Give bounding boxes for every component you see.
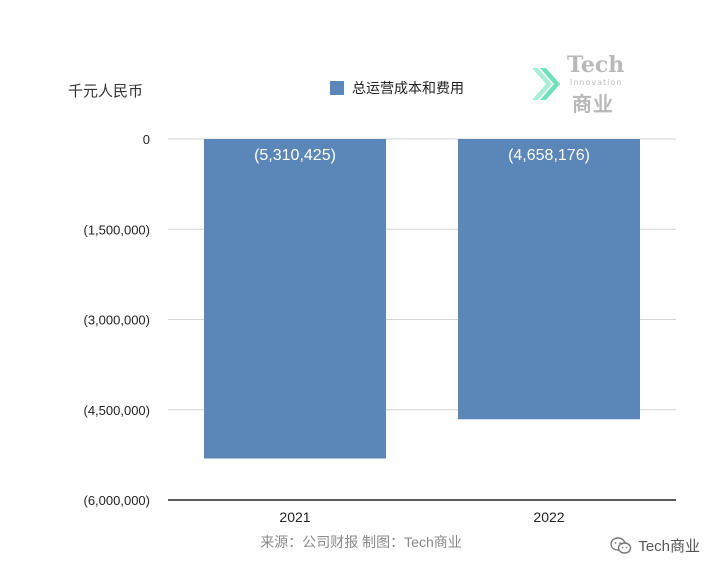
y-tick-label: (3,000,000) bbox=[84, 313, 151, 328]
legend: 总运营成本和费用 bbox=[330, 78, 464, 98]
wechat-icon bbox=[610, 536, 632, 554]
bar bbox=[204, 139, 386, 459]
x-tick-label: 2022 bbox=[533, 509, 564, 525]
wechat-watermark: Tech商业 bbox=[610, 535, 700, 556]
logo-cn: 商业 bbox=[572, 92, 614, 116]
legend-label: 总运营成本和费用 bbox=[352, 80, 464, 96]
y-tick-label: (4,500,000) bbox=[84, 403, 151, 418]
x-tick-label: 2021 bbox=[279, 509, 310, 525]
y-axis-unit-label: 千元人民币 bbox=[68, 83, 144, 100]
legend-swatch bbox=[330, 81, 344, 95]
y-tick-label: (1,500,000) bbox=[84, 222, 151, 237]
logo-title: Tech bbox=[567, 52, 625, 78]
y-tick-label: (6,000,000) bbox=[84, 493, 151, 508]
y-tick-label: 0 bbox=[143, 132, 150, 147]
tech-logo: Tech Innovation 商业 bbox=[530, 52, 640, 116]
logo-arrow-icon bbox=[532, 68, 560, 100]
data-label: (5,310,425) bbox=[254, 147, 336, 164]
data-label: (4,658,176) bbox=[508, 147, 590, 164]
logo-subtitle: Innovation bbox=[570, 78, 623, 87]
bar bbox=[458, 139, 640, 420]
watermark-text: Tech商业 bbox=[638, 538, 700, 555]
source-caption: 来源：公司财报 制图：Tech商业 bbox=[260, 534, 462, 550]
